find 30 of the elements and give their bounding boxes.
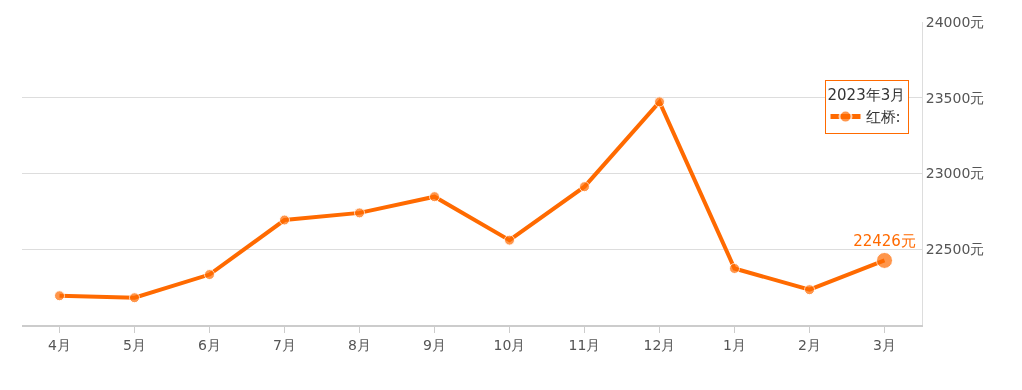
data-label: 22426元 [853, 231, 916, 250]
x-tick-label: 12月 [643, 336, 676, 353]
y-tick-label: 23000元 [925, 165, 985, 182]
point [354, 207, 365, 219]
point [129, 292, 140, 304]
x-tick-label: 1月 [723, 336, 746, 353]
y-tick-label: 24000元 [925, 13, 985, 30]
x-tick-label: 10月 [493, 336, 526, 353]
x-tick-label: 4月 [48, 336, 71, 353]
x-tick-label: 3月 [873, 336, 896, 353]
point [654, 96, 665, 108]
x-tick-label: 9月 [423, 336, 446, 353]
y-tick-label: 22500元 [925, 241, 985, 258]
point [579, 181, 590, 193]
point [729, 262, 740, 274]
point [429, 191, 440, 203]
x-tick-label: 11月 [568, 336, 601, 353]
x-tick-label: 2月 [798, 336, 821, 353]
x-tick-label: 7月 [273, 336, 296, 353]
x-tick-label: 6月 [198, 336, 221, 353]
point [504, 234, 515, 246]
x-tick-label: 5月 [123, 336, 146, 353]
point [279, 214, 290, 226]
legend-label: 红桥: [865, 108, 901, 127]
y-tick-label: 23500元 [925, 89, 985, 106]
point [204, 269, 215, 281]
legend-title: 2023年3月 [827, 86, 906, 105]
point [804, 284, 815, 296]
point [54, 290, 65, 302]
x-tick-label: 8月 [348, 336, 371, 353]
